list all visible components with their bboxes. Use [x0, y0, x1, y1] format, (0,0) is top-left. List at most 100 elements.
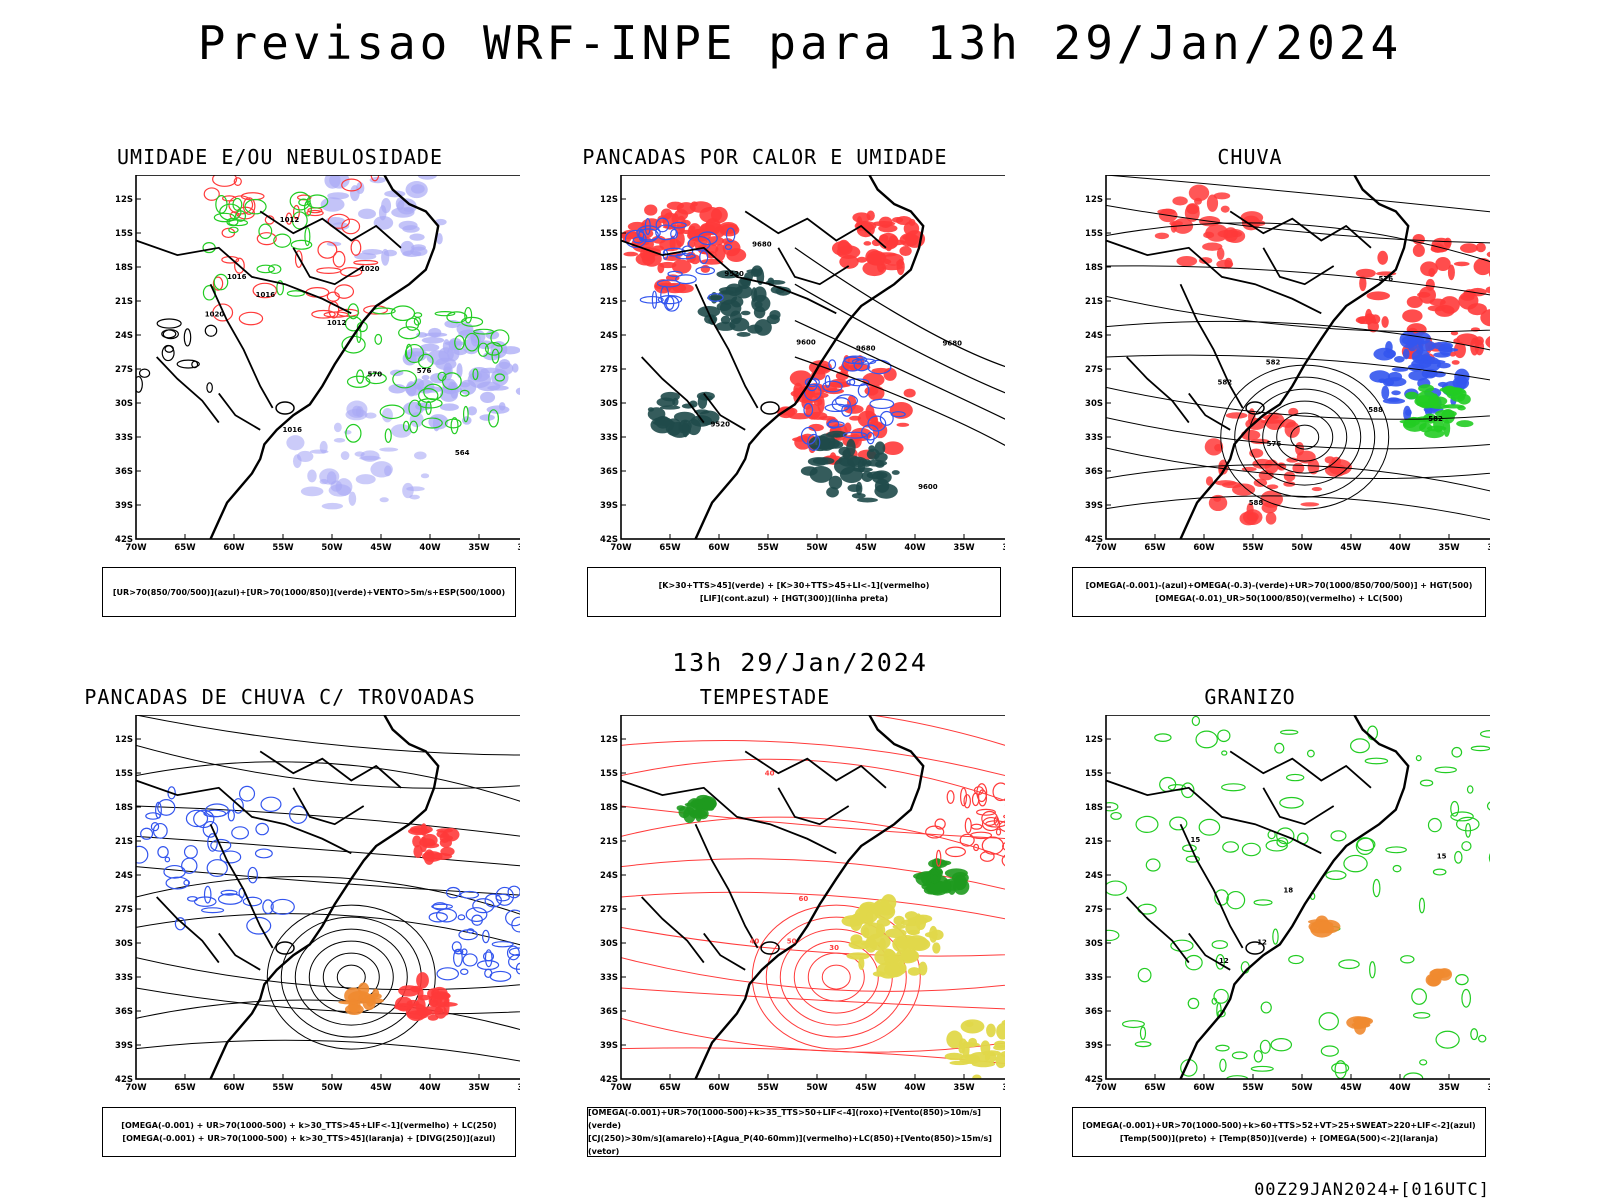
legend-line-1: [OMEGA(-0.001) + UR>70(1000-500) + k>30_… [121, 1121, 497, 1130]
streamline [136, 866, 520, 896]
lat-tick-label: 33S [115, 433, 133, 443]
field-patch [333, 422, 342, 433]
contour-ring [970, 823, 983, 830]
contour-ring [453, 948, 464, 955]
lon-tick-label: 60W [1193, 543, 1215, 553]
contour-label: 15 [1191, 836, 1201, 844]
contour-ring [176, 359, 200, 369]
field-patch [1456, 333, 1479, 346]
lon-tick-label: 70W [610, 1083, 632, 1093]
lat-tick-label: 36S [600, 467, 618, 477]
field-patch [1453, 341, 1466, 359]
field-patch [730, 310, 742, 325]
country-border [218, 932, 261, 971]
contour-ring [1003, 814, 1005, 819]
map-svg: 18 15 12 15 12 12S 15S 18S 21S 24S 27S 30S 33S 36S 39S… [1085, 715, 1490, 1093]
lat-tick-label: 42S [600, 535, 618, 545]
field-patch [1260, 490, 1283, 508]
contour-ring [140, 827, 154, 840]
field-patch [895, 215, 913, 226]
contour-ring [1427, 817, 1442, 833]
field-patch [856, 497, 878, 503]
field-patch [864, 386, 879, 396]
lake-outline [1245, 941, 1265, 955]
contour-ring [670, 228, 679, 240]
field-patch [421, 374, 430, 381]
contour-ring [213, 212, 236, 223]
field-patch [895, 934, 919, 950]
country-border [136, 779, 352, 855]
field-patch [809, 465, 833, 483]
coastline [694, 715, 925, 1079]
contour-ring [828, 359, 837, 370]
field-patch [812, 457, 835, 465]
contour-ring [212, 175, 238, 187]
map-fields [136, 175, 520, 510]
field-patch [944, 1052, 964, 1061]
field-patch [838, 454, 861, 467]
field-patch [953, 878, 970, 895]
field-patch [1241, 466, 1257, 472]
field-patch [657, 262, 665, 274]
field-patch [725, 283, 743, 296]
contour-ring [1288, 954, 1304, 965]
contour-ring [392, 370, 417, 389]
contour-ring [1211, 940, 1229, 950]
field-patch [926, 880, 949, 896]
field-patch [1266, 484, 1279, 490]
field-patch [373, 216, 394, 230]
contour-label: 9600 [918, 483, 938, 491]
streamline [751, 904, 921, 1050]
lat-tick-label: 12S [1085, 735, 1103, 745]
page-title: Previsao WRF-INPE para 13h 29/Jan/2024 [197, 16, 1403, 70]
legend-line-2: [OMEGA(-0.01)_UR>50(1000/850)(vermelho) … [1155, 594, 1403, 603]
lat-tick-label: 21S [1085, 837, 1103, 847]
contour-label: 1016 [282, 426, 302, 434]
field-patch [899, 233, 919, 247]
lat-tick-label: 15S [600, 229, 618, 239]
contour-ring [402, 420, 410, 432]
contour-ring [1461, 988, 1472, 1008]
contour-ring [1418, 897, 1426, 914]
contour-ring [234, 257, 245, 274]
map-chuva: 588 588 582 576 582 576 582 12S 15S 18S 21S 24S 27S 3… [1070, 175, 1490, 553]
field-patch [856, 256, 868, 263]
lat-tick-label: 24S [1085, 871, 1103, 881]
map-frame [620, 175, 1005, 540]
field-patch [874, 452, 888, 462]
lat-tick-label: 24S [600, 871, 618, 881]
contour-ring [231, 826, 250, 840]
contour-ring [1276, 827, 1295, 845]
country-border [621, 239, 837, 315]
field-patch [751, 287, 758, 302]
contour-label: 30 [829, 944, 839, 952]
field-patch [832, 433, 841, 438]
map-pancadas-calor: 9680 9680 9600 9600 9520 9520 9680 12S 15S 18S 21S… [585, 175, 1005, 553]
streamline [621, 758, 1005, 802]
lat-tick-label: 12S [115, 195, 133, 205]
lon-tick-label: 65W [174, 543, 196, 553]
field-patch [1454, 368, 1470, 385]
lon-tick-label: 60W [708, 1083, 730, 1093]
contour-ring [472, 368, 479, 381]
field-patch [980, 1040, 991, 1056]
contour-ring [1372, 878, 1381, 898]
contour-ring [202, 820, 219, 838]
field-patch [343, 430, 352, 435]
contour-label: 18 [1283, 887, 1293, 895]
field-patch [1387, 397, 1401, 402]
contour-ring [206, 382, 213, 393]
height-contour [794, 283, 1005, 394]
contour-ring [303, 200, 312, 217]
field-patch [835, 371, 849, 381]
streamline [621, 715, 1005, 746]
contour-label: 1020 [360, 265, 380, 273]
contour-label: 9680 [752, 240, 772, 248]
field-patch [1359, 275, 1367, 292]
contour-ring [156, 318, 182, 329]
country-border [744, 750, 887, 789]
contour-ring [183, 845, 198, 859]
field-patch [1485, 336, 1490, 348]
contour-ring [1412, 1012, 1431, 1019]
streamline [1106, 386, 1490, 420]
